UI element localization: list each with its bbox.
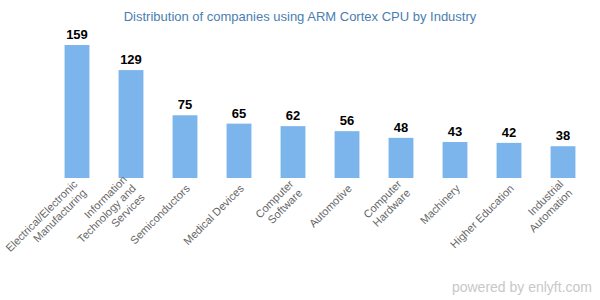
bar: [281, 126, 306, 178]
x-tick-label-line: Hardware: [370, 187, 412, 229]
x-tick: ComputerSoftware: [253, 177, 305, 229]
data-label: 56: [340, 113, 354, 128]
data-label: 75: [178, 97, 192, 112]
data-label: 65: [232, 106, 246, 121]
data-label: 38: [556, 128, 570, 143]
annotation: powered by enlyft.com: [452, 279, 592, 295]
data-label: 48: [394, 120, 408, 135]
x-tick-label-line: Higher Education: [448, 182, 516, 250]
chart: Distribution of companies using ARM Cort…: [0, 0, 600, 300]
data-label: 129: [120, 52, 142, 67]
x-tick-label-line: Automotive: [307, 182, 354, 229]
x-axis: Electrical/ElectronicManufacturingInform…: [3, 173, 574, 263]
data-label: 159: [66, 27, 88, 42]
x-tick-label: IndustrialAutomation: [518, 178, 575, 235]
bar: [173, 115, 198, 178]
title: Distribution of companies using ARM Cort…: [124, 9, 477, 24]
x-tick-label-line: Electrical/Electronic: [3, 177, 80, 254]
x-tick-label: ComputerSoftware: [253, 177, 305, 229]
bar: [551, 146, 576, 178]
x-tick: ComputerHardware: [361, 177, 413, 229]
x-tick: Electrical/ElectronicManufacturing: [3, 177, 89, 263]
x-tick-label: Medical Devices: [181, 182, 246, 247]
x-tick: Higher Education: [448, 182, 516, 250]
bar: [389, 138, 414, 178]
data-label: 43: [448, 124, 462, 139]
bar: [65, 45, 90, 178]
data-labels: 159 129 75 65 62 56 48 43 42 38: [66, 27, 570, 143]
bar: [335, 131, 360, 178]
x-tick: Medical Devices: [181, 182, 246, 247]
x-tick-label: Machinery: [418, 182, 463, 227]
x-tick-label: Electrical/ElectronicManufacturing: [3, 177, 89, 263]
bars: [65, 45, 576, 178]
x-tick: Machinery: [418, 182, 463, 227]
data-label: 42: [502, 125, 516, 140]
bar: [497, 143, 522, 178]
x-tick-label-line: Software: [265, 187, 304, 226]
bar: [227, 124, 252, 178]
data-label: 62: [286, 108, 300, 123]
x-tick-label: Higher Education: [448, 182, 516, 250]
x-tick-label: Automotive: [307, 182, 354, 229]
x-tick: IndustrialAutomation: [518, 178, 575, 235]
bar: [119, 70, 144, 178]
bar: [443, 142, 468, 178]
x-tick-label-line: Machinery: [418, 182, 463, 227]
x-tick: Automotive: [307, 182, 354, 229]
x-tick-label-line: Medical Devices: [181, 182, 246, 247]
x-tick-label: ComputerHardware: [361, 177, 413, 229]
x-tick-label-line: Automation: [527, 187, 575, 235]
